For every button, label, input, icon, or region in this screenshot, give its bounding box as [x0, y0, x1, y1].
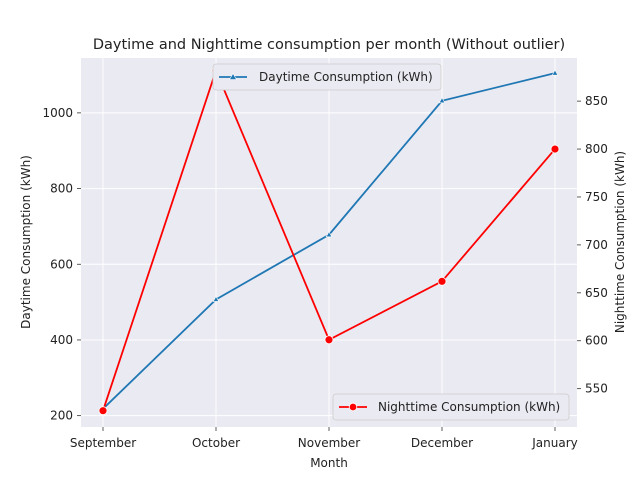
left-y-tick-label: 800 — [50, 182, 73, 196]
legend-daytime-label: Daytime Consumption (kWh) — [259, 70, 433, 84]
data-point-daytime — [438, 97, 446, 104]
left-y-tick-label: 400 — [50, 333, 73, 347]
right-y-axis: 550 600 650 700 750 800 850 — [577, 94, 608, 396]
right-y-tick-label: 750 — [585, 190, 608, 204]
x-axis-label: Month — [310, 456, 348, 470]
right-y-tick-label: 600 — [585, 334, 608, 348]
legend-daytime: Daytime Consumption (kWh) — [212, 63, 442, 91]
right-y-tick-label: 700 — [585, 238, 608, 252]
data-point-nighttime — [550, 144, 560, 154]
chart-title: Daytime and Nighttime consumption per mo… — [93, 37, 565, 53]
legend-daytime-marker-icon — [228, 72, 238, 80]
data-point-daytime — [325, 231, 333, 238]
right-y-tick-label: 650 — [585, 286, 608, 300]
right-y-tick-label: 850 — [585, 94, 608, 108]
left-y-axis: 200 400 600 800 1000 — [42, 106, 81, 423]
legend-nighttime: Nighttime Consumption (kWh) — [332, 393, 570, 421]
right-y-axis-label: Nighttime Consumption (kWh) — [613, 151, 627, 333]
data-point-nighttime — [98, 406, 108, 416]
x-tick-label: January — [531, 436, 578, 450]
x-tick-label: November — [298, 436, 360, 450]
legend-nighttime-marker-icon — [348, 402, 358, 412]
x-axis: September October November December January — [70, 427, 578, 450]
legend-daytime-box — [212, 63, 442, 91]
legend-nighttime-box — [332, 393, 570, 421]
data-point-daytime — [551, 69, 559, 76]
grid-lines — [81, 58, 577, 427]
left-y-tick-label: 1000 — [42, 106, 73, 120]
data-point-nighttime — [324, 335, 334, 345]
legend-nighttime-label: Nighttime Consumption (kWh) — [378, 400, 560, 414]
left-y-axis-label: Daytime Consumption (kWh) — [19, 155, 33, 329]
data-point-daytime — [212, 295, 220, 302]
data-point-nighttime — [437, 276, 447, 286]
x-tick-label: October — [192, 436, 240, 450]
series-layer — [98, 66, 560, 416]
right-y-tick-label: 800 — [585, 142, 608, 156]
right-y-tick-label: 550 — [585, 382, 608, 396]
left-y-tick-label: 200 — [50, 409, 73, 423]
x-tick-label: December — [411, 436, 473, 450]
x-tick-label: September — [70, 436, 136, 450]
left-y-tick-label: 600 — [50, 257, 73, 271]
